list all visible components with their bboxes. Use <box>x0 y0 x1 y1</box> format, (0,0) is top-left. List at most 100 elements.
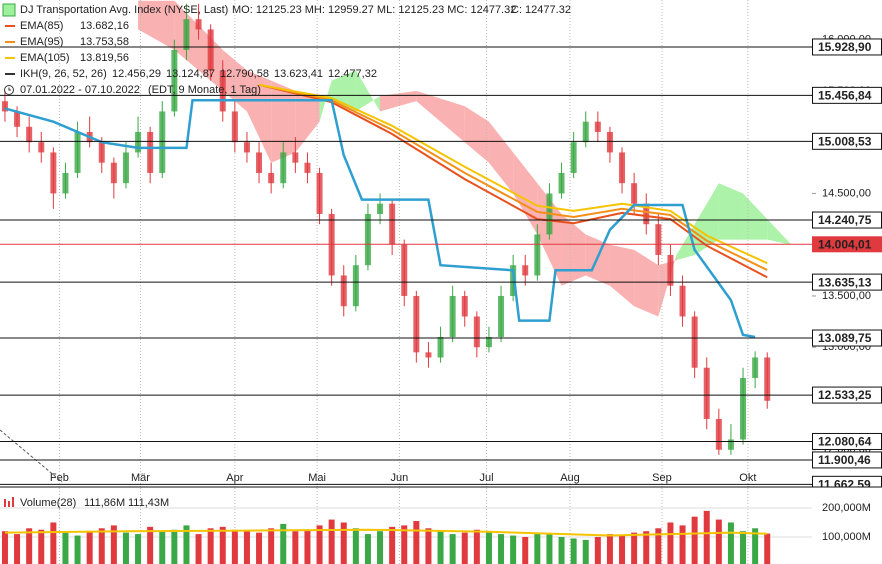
indicator-value: 13.124,87 <box>166 68 215 80</box>
candle-body <box>219 70 226 112</box>
candle-body <box>413 295 420 353</box>
volume-avg-line <box>4 528 768 537</box>
volume-bar <box>147 526 154 564</box>
volume-avg-value: 111,43M <box>128 497 169 509</box>
candle-body <box>667 254 674 286</box>
ichimoku-cloud <box>138 0 175 50</box>
legend-value: 13.819,56 <box>80 52 129 64</box>
candle-body <box>171 49 178 112</box>
candle-body <box>14 111 21 127</box>
x-tick-label: Sep <box>652 472 672 484</box>
volume-bar <box>86 531 93 564</box>
level-label: 12.080,64 <box>818 435 872 449</box>
candle-body <box>256 152 263 173</box>
volume-bar <box>159 531 166 564</box>
candle-body <box>449 295 456 337</box>
legend-name: EMA(105) <box>20 52 70 64</box>
volume-bar <box>268 528 275 564</box>
clock-hands <box>8 87 11 91</box>
volume-bar <box>715 519 722 564</box>
legend-name: EMA(85) <box>20 20 63 32</box>
ichimoku-cloud <box>295 90 320 153</box>
level-label: 15.008,53 <box>818 134 872 148</box>
volume-bar <box>461 532 468 564</box>
candle-body <box>691 316 698 368</box>
candle-body <box>135 131 142 153</box>
ichimoku-cloud <box>718 183 744 240</box>
volume-bar <box>62 532 69 564</box>
volume-bar <box>135 534 142 564</box>
candle-body <box>207 29 214 71</box>
candle-body <box>268 172 275 184</box>
volume-bar <box>546 534 553 564</box>
legend-value: 13.753,58 <box>80 36 129 48</box>
volume-bar <box>703 510 710 564</box>
volume-bar <box>534 532 541 564</box>
volume-bar <box>437 531 444 564</box>
volume-bar <box>195 534 202 564</box>
volume-bar <box>292 531 299 564</box>
volume-bar <box>473 529 480 564</box>
ichimoku-cloud <box>222 49 247 112</box>
volume-bar <box>449 534 456 564</box>
level-label: 11.900,46 <box>818 453 871 467</box>
volume-bar <box>207 528 214 564</box>
candle-body <box>534 234 541 276</box>
ichimoku-cloud <box>743 193 768 240</box>
volume-bar <box>679 525 686 564</box>
candle-body <box>316 172 323 214</box>
volume-bar <box>256 532 263 564</box>
volume-bar <box>340 522 347 564</box>
volume-icon <box>4 499 6 507</box>
header-icon <box>2 3 16 17</box>
candle-body <box>619 152 626 184</box>
ichimoku-cloud <box>380 90 417 112</box>
candle-body <box>377 203 384 214</box>
candle-body <box>522 265 529 276</box>
candle-body <box>655 224 662 255</box>
ichimoku-cloud <box>658 254 677 317</box>
ichimoku-cloud <box>767 219 792 245</box>
volume-bar <box>389 526 396 564</box>
indicator-value: 12.477,32 <box>328 68 377 80</box>
volume-bar <box>764 533 771 564</box>
volume-value: 111,86M <box>84 497 125 509</box>
candle-body <box>606 131 613 153</box>
candle-body <box>122 152 129 184</box>
volume-bar <box>26 528 33 564</box>
candle-body <box>364 213 371 266</box>
volume-bar <box>328 519 335 564</box>
volume-bar <box>606 534 613 564</box>
candle-body <box>425 352 432 358</box>
candle-body <box>1 101 8 112</box>
ichimoku-cloud <box>488 121 514 194</box>
volume-bar <box>352 528 359 564</box>
candle-body <box>570 142 577 173</box>
volume-bar <box>364 534 371 564</box>
range-note: (EDT, 9 Monate, 1 Tag) <box>148 84 261 96</box>
volume-bar <box>38 529 45 564</box>
volume-title: Volume(28) <box>20 497 76 509</box>
volume-icon <box>12 497 14 507</box>
volume-bar <box>401 525 408 564</box>
volume-bar <box>752 528 759 564</box>
volume-bar <box>183 525 190 564</box>
volume-bar <box>98 528 105 564</box>
ichimoku-cloud <box>634 249 659 317</box>
candle-body <box>195 19 202 30</box>
volume-bar <box>498 534 505 564</box>
candle-body <box>62 172 69 194</box>
candle-body <box>389 203 396 245</box>
date-range: 07.01.2022 - 07.10.2022 <box>20 84 140 96</box>
ema-line <box>258 83 768 279</box>
candle-body <box>110 162 117 184</box>
clock-icon <box>4 85 14 95</box>
candle-body <box>292 152 299 163</box>
candle-body <box>703 367 710 419</box>
volume-bar <box>485 531 492 564</box>
candle-body <box>50 152 57 194</box>
volume-bar <box>667 522 674 564</box>
candle-body <box>764 357 771 401</box>
indicator-value: 12.790,58 <box>220 68 269 80</box>
